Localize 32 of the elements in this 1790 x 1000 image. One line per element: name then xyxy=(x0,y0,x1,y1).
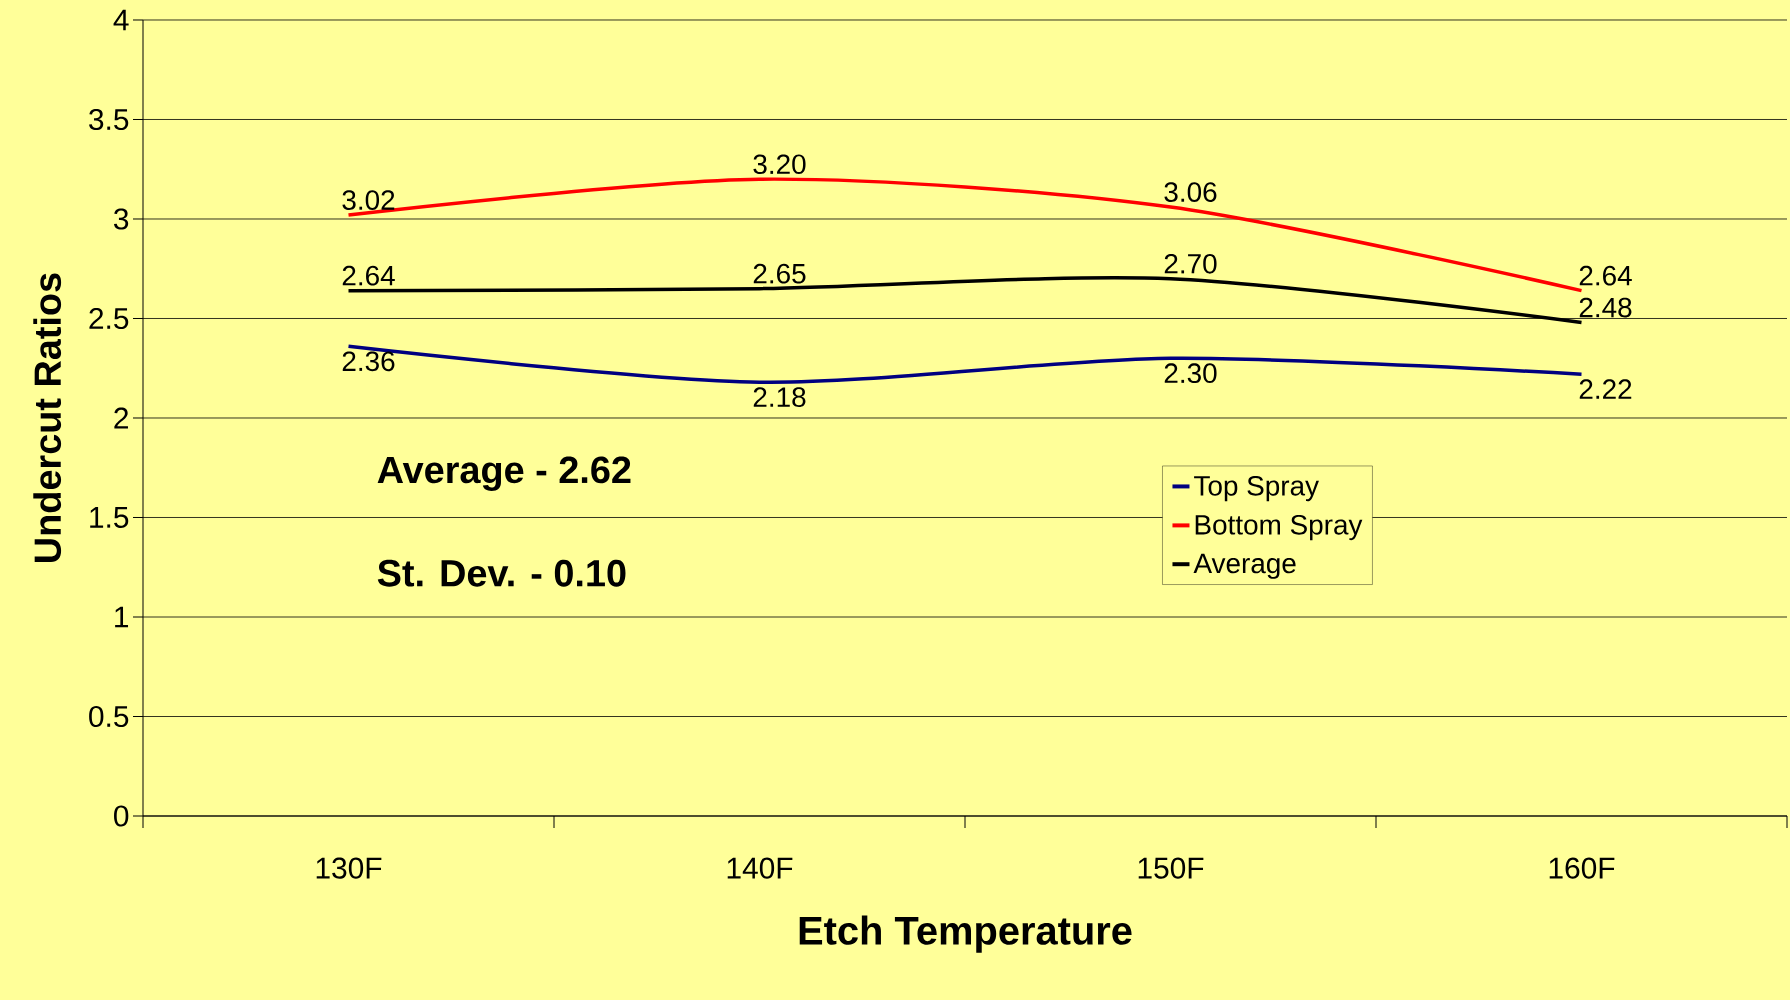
y-tick-label: 3.5 xyxy=(89,108,129,131)
data-label: 2.64 xyxy=(1579,265,1632,286)
x-tick-label: 130F xyxy=(316,857,382,879)
y-tick-label: 0.5 xyxy=(89,705,129,728)
legend-label: Bottom Spray xyxy=(1195,514,1363,541)
data-label: 2.70 xyxy=(1164,253,1217,274)
data-label: 2.64 xyxy=(342,265,395,286)
y-tick-label: 4 xyxy=(113,9,129,31)
y-axis-title: Undercut Ratios xyxy=(33,273,62,562)
x-tick-label: 160F xyxy=(1549,857,1615,879)
x-axis-title: Etch Temperature xyxy=(799,915,1132,953)
data-label: 3.06 xyxy=(1164,182,1217,202)
y-tick-label: 2.5 xyxy=(89,307,129,330)
data-label: 2.22 xyxy=(1579,379,1632,399)
data-label: 3.02 xyxy=(342,190,395,210)
data-label: 2.48 xyxy=(1579,297,1632,318)
x-tick-label: 150F xyxy=(1138,857,1204,879)
y-tick-label: 1 xyxy=(115,606,129,628)
legend-label: Top Spray xyxy=(1194,475,1319,502)
x-tick-label: 140F xyxy=(727,857,793,879)
data-label: 2.30 xyxy=(1164,363,1217,384)
data-label: 3.20 xyxy=(753,154,806,175)
legend-label: Average xyxy=(1193,553,1296,579)
y-tick-label: 1.5 xyxy=(90,507,129,528)
data-label: 2.36 xyxy=(342,351,395,372)
annotation: Average - 2.62 xyxy=(377,456,631,491)
annotation: St. Dev. - 0.10 xyxy=(377,559,626,587)
y-tick-label: 2 xyxy=(114,407,128,429)
y-tick-label: 0 xyxy=(114,805,129,827)
y-tick-label: 3 xyxy=(114,208,129,230)
data-label: 2.65 xyxy=(753,263,806,284)
data-label: 2.18 xyxy=(753,387,806,407)
